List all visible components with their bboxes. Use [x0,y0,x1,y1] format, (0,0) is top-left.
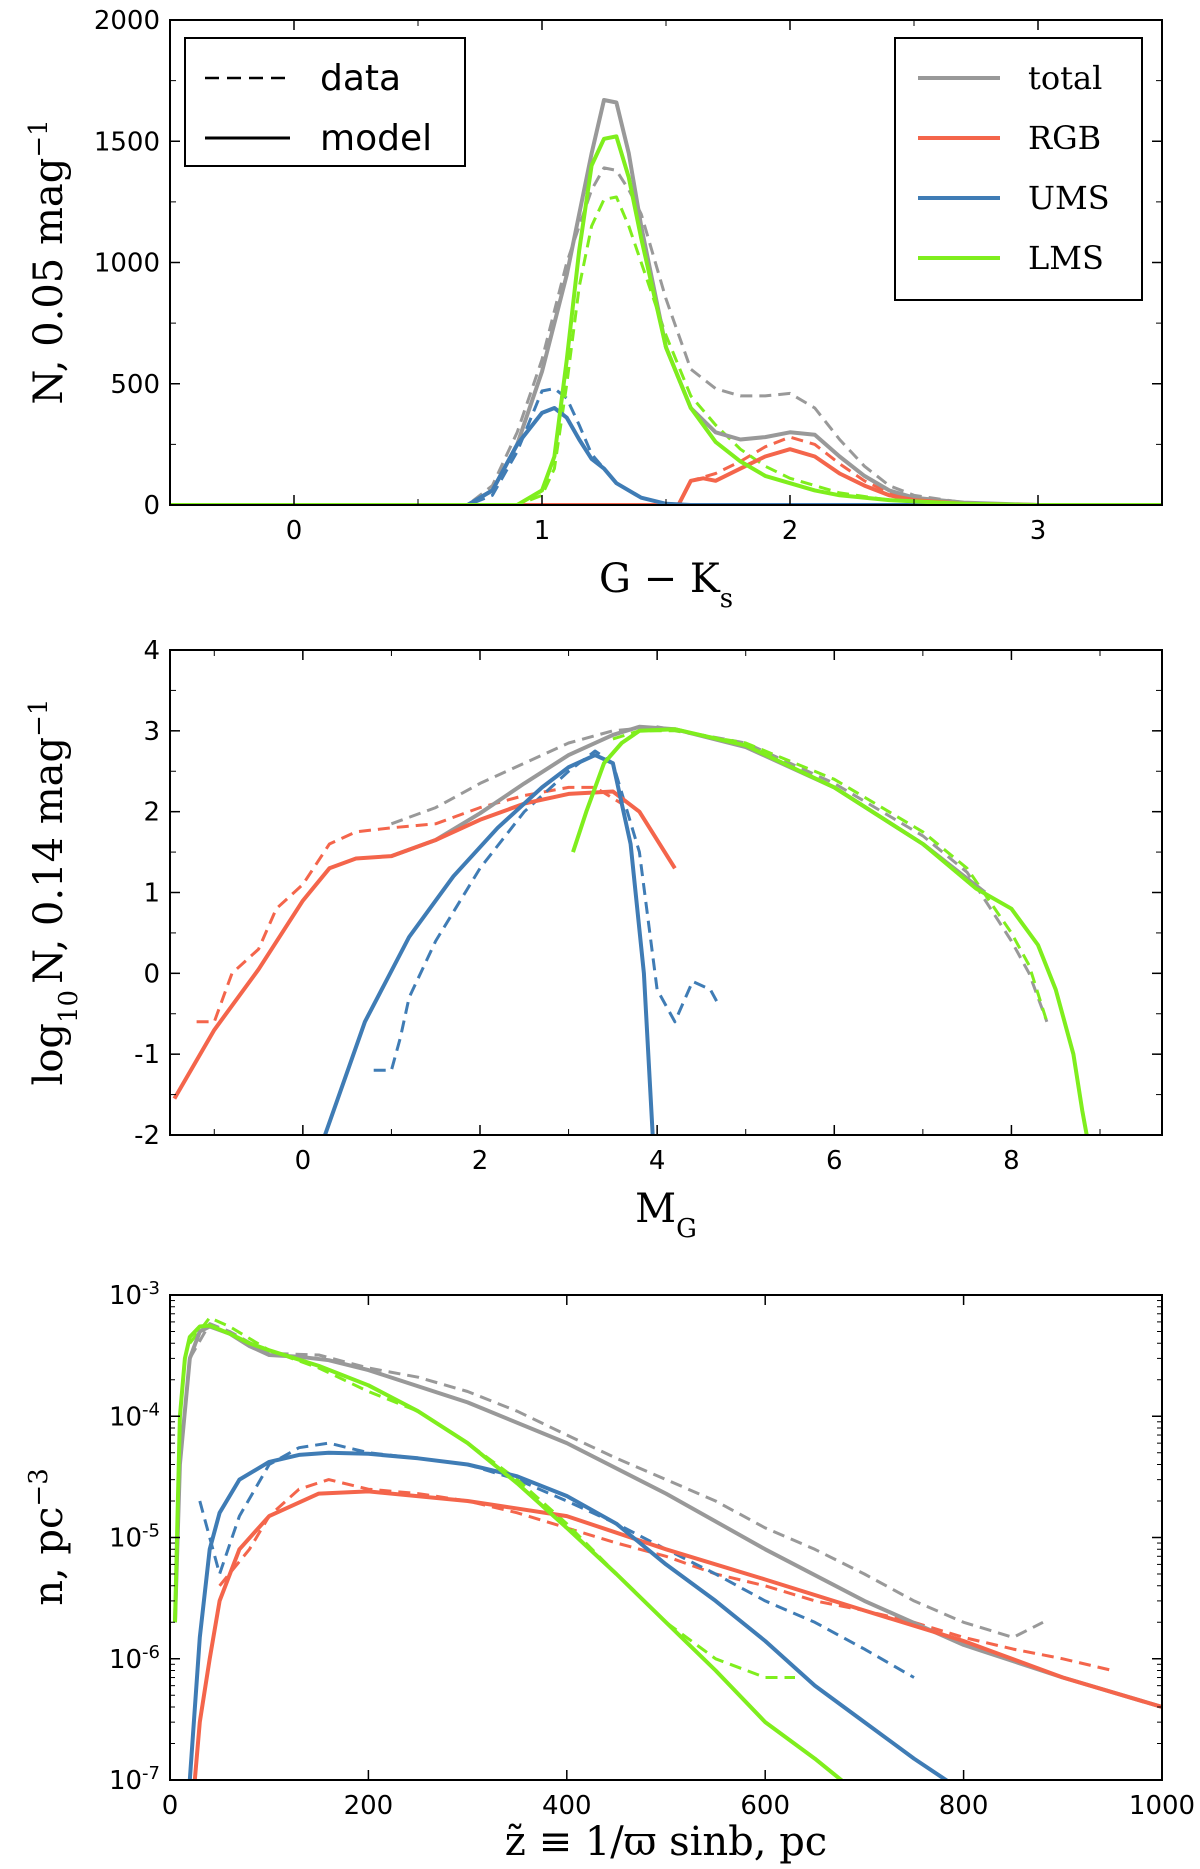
y-tick-label: 1500 [94,127,160,157]
y-axis-label: log10N, 0.14 mag−1 [24,699,84,1086]
legend-lms-label: LMS [1028,239,1104,277]
series-total-data-line [390,725,1049,1023]
y-tick-label: 0 [143,491,160,521]
panel-vertical-density: 0 200 400 600 800 1000 10-7 10-6 10-5 10-4 10-3 z̃… [24,1278,1195,1866]
panel-color-histogram: 0 1 2 3 0 500 1000 1500 2000 data model total RG… [24,6,1163,614]
y-tick-label: 10-6 [109,1641,160,1675]
x-tick-label: 800 [939,1791,989,1821]
series-rgb-model-line [192,1489,1162,1780]
x-tick-label: 200 [344,1791,394,1821]
y-axis-label: n, pc−3 [24,1468,72,1606]
x-axis-label: MG [635,1186,697,1244]
y-tick-label: 10-7 [109,1763,160,1797]
series-total-data-line [170,166,1162,505]
x-tick-label: 6 [826,1146,843,1176]
series-ums-data-line [170,387,1162,505]
series-rgb-data-line [196,785,623,1024]
y-tick-label: 2 [143,798,160,828]
legend-ums-label: UMS [1028,179,1110,217]
x-tick-label: 0 [286,516,303,546]
x-tick-label: 8 [1003,1146,1020,1176]
legend-total-label: total [1028,59,1102,97]
x-axis-label: G − Ks [599,556,733,614]
series-lms-data-line [612,729,1049,1023]
x-tick-label: 2 [472,1146,489,1176]
legend-model-label: model [320,118,432,159]
panel-absolute-magnitude: 0 2 4 6 8 -2 -1 0 1 2 3 4 MG log10N, 0.14 mag−1 [24,636,1163,1244]
series-lms-model-line [571,727,1089,1135]
series-ums-model-line [170,406,1162,505]
plot-frame [169,649,1163,1136]
y-axis-label: N, 0.05 mag−1 [24,119,72,404]
y-tick-label: -2 [134,1121,160,1151]
y-tick-label: 1 [143,879,160,909]
series-total-model-line [390,724,987,895]
y-tick-label: 10-5 [109,1520,160,1554]
legend-box [184,37,466,167]
y-tick-label: 2000 [94,6,160,36]
y-tick-label: 0 [143,959,160,989]
series-ums-model-line [187,1450,950,1780]
x-tick-label: 1000 [1129,1791,1195,1821]
series-total-data-line [188,1322,1044,1639]
series-ums-data-line [198,1441,915,1679]
series-lms-model-line [173,1323,845,1780]
y-tick-label: -1 [134,1040,160,1070]
series-rgb-data-line [170,435,1162,505]
linestyle-legend: data model [184,37,466,167]
component-legend: total RGB UMS LMS [894,37,1143,301]
series-rgb-data-line [218,1478,1113,1672]
x-tick-label: 3 [1030,516,1047,546]
x-tick-label: 1 [534,516,551,546]
y-tick-label: 10-4 [109,1399,160,1433]
series-lms-model-line [170,134,1162,505]
series-lms-data-line [188,1316,795,1679]
y-tick-label: 3 [143,717,160,747]
series-rgb-model-line [172,789,677,1100]
y-tick-label: 500 [110,370,160,400]
x-tick-label: 2 [782,516,799,546]
x-tick-label: 0 [295,1146,312,1176]
x-tick-label: 600 [740,1791,790,1821]
x-tick-label: 4 [649,1146,666,1176]
y-tick-label: 1000 [94,249,160,279]
series-total-model-line [173,1324,1162,1709]
x-tick-label: 400 [542,1791,592,1821]
x-axis-label: z̃ ≡ 1/ϖ sinb, pc [505,1819,827,1865]
y-tick-label: 4 [143,636,160,666]
series-rgb-model-line [170,447,1162,505]
series-ums-model-line [323,753,655,1135]
x-tick-label: 0 [162,1791,179,1821]
legend-data-label: data [320,58,401,99]
y-tick-label: 10-3 [109,1278,160,1312]
legend-rgb-label: RGB [1028,119,1101,157]
